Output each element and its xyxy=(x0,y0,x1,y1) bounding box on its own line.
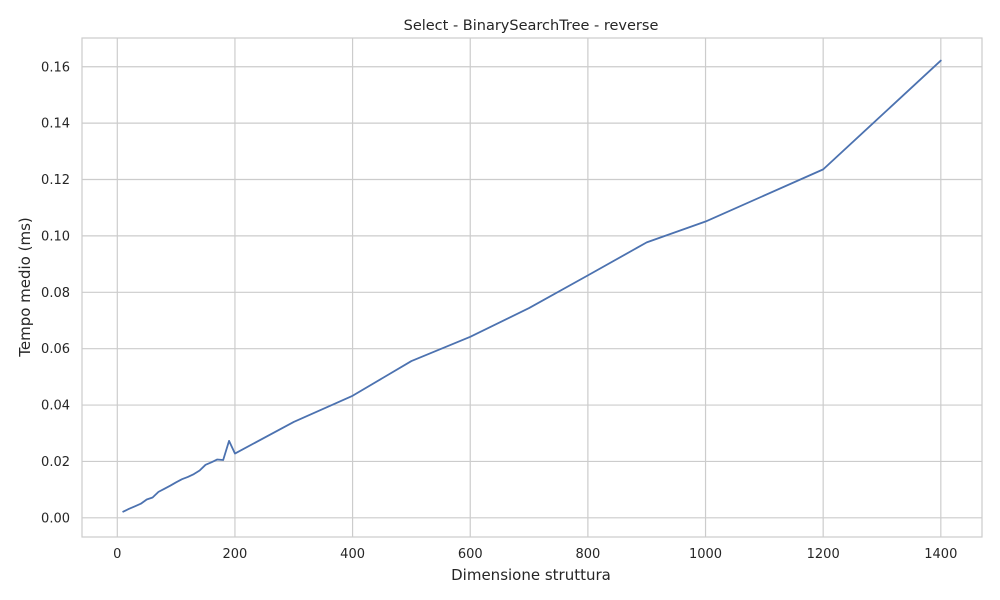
x-tick-label: 400 xyxy=(340,547,365,562)
series-line xyxy=(122,59,942,513)
x-axis-label: Dimensione struttura xyxy=(451,566,611,584)
x-tick-label: 800 xyxy=(575,547,600,562)
y-tick-label: 0.04 xyxy=(41,399,70,414)
x-tick-label: 600 xyxy=(458,547,483,562)
chart-title: Select - BinarySearchTree - reverse xyxy=(404,18,659,34)
y-tick-label: 0.16 xyxy=(41,60,70,75)
x-tick-label: 1200 xyxy=(807,547,840,562)
x-tick-labels: 0 200 400 600 800 1000 1200 1400 xyxy=(113,547,957,562)
y-tick-label: 0.02 xyxy=(41,455,70,470)
y-tick-label: 0.06 xyxy=(41,342,70,357)
y-tick-label: 0.12 xyxy=(41,173,70,188)
y-tick-label: 0.14 xyxy=(41,117,70,132)
x-tick-label: 1000 xyxy=(689,547,722,562)
y-axis-label: Tempo medio (ms) xyxy=(16,217,34,358)
x-tick-label: 0 xyxy=(113,547,121,562)
y-tick-label: 0.10 xyxy=(41,229,70,244)
grid xyxy=(82,38,982,537)
plot-frame xyxy=(81,37,983,538)
x-tick-label: 200 xyxy=(223,547,248,562)
y-tick-label: 0.08 xyxy=(41,286,70,301)
y-tick-labels: 0.00 0.02 0.04 0.06 0.08 0.10 0.12 0.14 0.16 xyxy=(41,60,70,526)
y-tick-label: 0.00 xyxy=(41,511,70,526)
x-tick-label: 1400 xyxy=(924,547,957,562)
series-layer xyxy=(122,59,942,513)
